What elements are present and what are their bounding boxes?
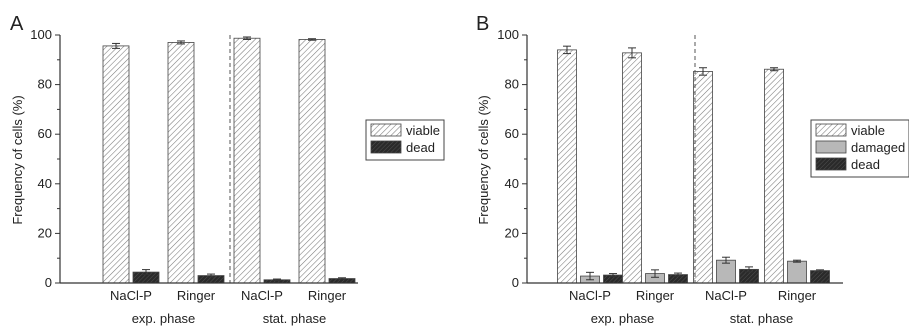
- y-tick-label: 60: [505, 126, 519, 141]
- y-tick-label: 40: [505, 176, 519, 191]
- x-tick-label: NaCl-P: [569, 288, 611, 303]
- y-axis-label-b: Frequency of cells (%): [476, 95, 491, 224]
- group-label: exp. phase: [591, 311, 655, 326]
- x-tick-label: Ringer: [308, 288, 347, 303]
- y-tick-label: 20: [38, 225, 52, 240]
- y-tick-label: 100: [497, 27, 519, 42]
- legend-label-viable: viable: [851, 123, 885, 138]
- x-tick-label: NaCl-P: [110, 288, 152, 303]
- x-tick-label: NaCl-P: [241, 288, 283, 303]
- bar-damaged: [787, 260, 807, 284]
- x-tick-label: Ringer: [636, 288, 675, 303]
- bar-viable: [233, 37, 261, 284]
- bar-dead: [810, 270, 830, 284]
- legend-label-dead: dead: [406, 140, 435, 155]
- bar-viable: [102, 45, 130, 284]
- legend-swatch-dead: [370, 140, 402, 154]
- panel-label-b: B: [476, 13, 489, 35]
- y-tick-label: 80: [505, 77, 519, 92]
- y-tick-label: 80: [38, 77, 52, 92]
- bar-viable: [764, 68, 784, 284]
- legend-label-viable: viable: [406, 123, 440, 138]
- y-tick-label: 0: [512, 275, 519, 290]
- y-tick-label: 100: [30, 27, 52, 42]
- bar-viable: [167, 42, 195, 284]
- y-tick-label: 40: [38, 176, 52, 191]
- bar-viable: [557, 49, 577, 284]
- legend-swatch-viable: [815, 123, 847, 137]
- x-tick-label: NaCl-P: [705, 288, 747, 303]
- group-label: stat. phase: [730, 311, 794, 326]
- panel-b: B Frequency of cells (%) 0 20 40 60 80 100 NaC…: [476, 13, 909, 326]
- panel-a: A Frequency of cells (%) 0 20 40 60 80 100 NaC…: [10, 13, 445, 326]
- y-tick-label: 20: [505, 225, 519, 240]
- y-axis-label-a: Frequency of cells (%): [10, 95, 25, 224]
- legend-swatch-viable: [370, 123, 402, 137]
- group-label: stat. phase: [263, 311, 327, 326]
- legend-label-dead: dead: [851, 157, 880, 172]
- bar-viable: [622, 52, 642, 284]
- x-tick-label: Ringer: [778, 288, 817, 303]
- x-tick-label: Ringer: [177, 288, 216, 303]
- legend-swatch-dead: [815, 157, 847, 171]
- bar-viable: [693, 71, 713, 284]
- legend-swatch-damaged: [815, 140, 847, 154]
- bar-viable: [298, 39, 326, 284]
- y-tick-label: 0: [45, 275, 52, 290]
- y-tick-label: 60: [38, 126, 52, 141]
- group-label: exp. phase: [132, 311, 196, 326]
- panel-label-a: A: [10, 13, 24, 35]
- legend-label-damaged: damaged: [851, 140, 905, 155]
